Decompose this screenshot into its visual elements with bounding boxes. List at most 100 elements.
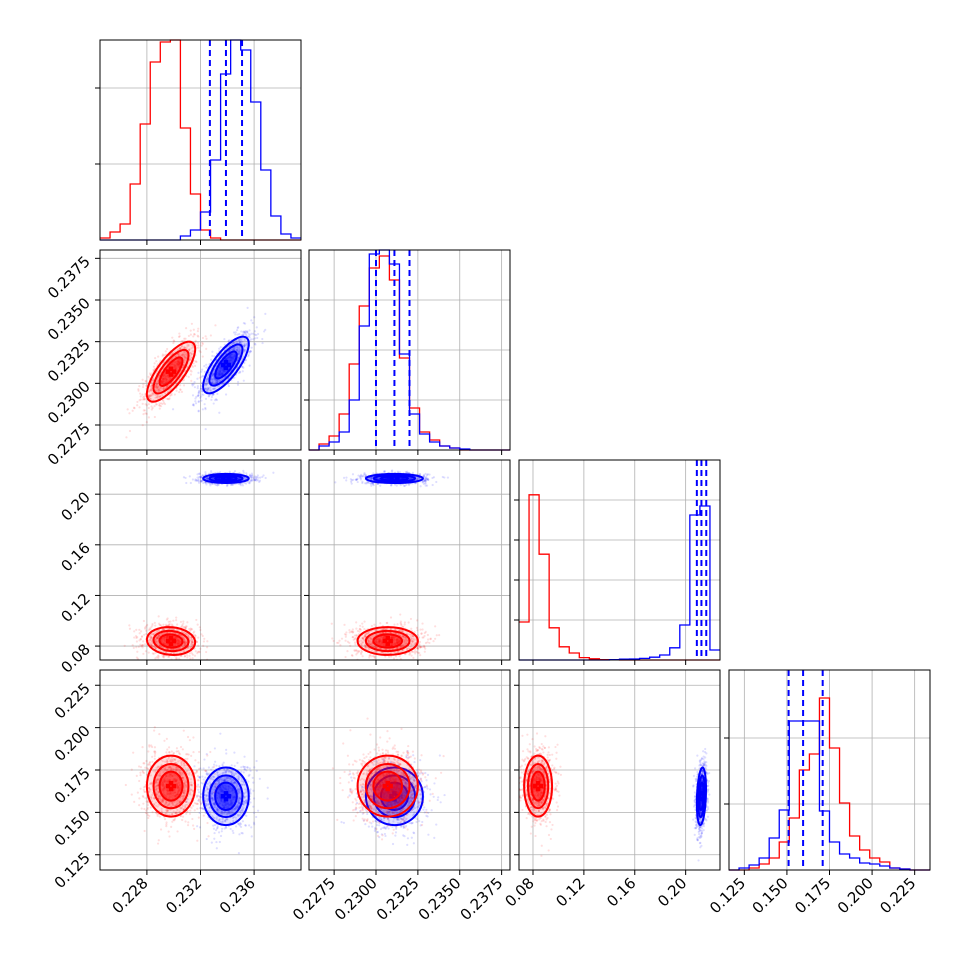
red-sample-point — [172, 651, 175, 655]
red-sample-point — [184, 641, 187, 644]
blue-sample-point — [245, 472, 248, 475]
blue-sample-point — [426, 478, 430, 481]
red-sample-point — [194, 339, 197, 342]
blue-sample-point — [238, 370, 242, 373]
blue-sample-point — [199, 476, 203, 479]
red-sample-point — [182, 637, 185, 640]
red-sample-point — [173, 667, 175, 669]
red-sample-point — [178, 633, 182, 636]
red-sample-point — [147, 416, 150, 419]
red-sample-point — [156, 637, 159, 640]
blue-sample-point — [239, 484, 243, 487]
red-sample-point — [191, 638, 194, 642]
blue-sample-point — [248, 364, 251, 367]
red-sample-point — [197, 636, 200, 639]
blue-sample-point — [261, 337, 264, 341]
blue-density-peak — [392, 479, 397, 484]
red-sample-point — [152, 645, 156, 648]
red-sample-point — [131, 409, 134, 412]
red-sample-point — [148, 641, 151, 644]
red-sample-point — [177, 657, 181, 660]
blue-sample-point — [211, 354, 214, 358]
red-sample-point — [141, 393, 144, 396]
blue-sample-point — [200, 393, 203, 396]
blue-sample-point — [200, 480, 203, 483]
blue-sample-point — [372, 484, 375, 487]
blue-sample-point — [204, 384, 207, 387]
red-sample-point — [152, 368, 155, 371]
blue-sample-point — [253, 316, 256, 319]
blue-sample-point — [236, 348, 239, 351]
blue-sample-point — [232, 341, 235, 344]
blue-sample-point — [239, 371, 242, 374]
blue-sample-point — [204, 387, 208, 390]
blue-sample-point — [390, 484, 393, 487]
blue-sample-point — [196, 473, 199, 476]
blue-sample-point — [370, 477, 373, 480]
red-sample-point — [185, 366, 189, 369]
red-sample-point — [201, 341, 204, 344]
red-sample-point — [157, 375, 160, 378]
red-sample-point — [410, 635, 413, 638]
blue-sample-point — [443, 476, 446, 479]
red-sample-point — [178, 347, 181, 350]
blue-sample-point — [211, 387, 215, 391]
blue-sample-point — [199, 475, 202, 479]
blue-sample-point — [191, 403, 195, 407]
blue-sample-point — [418, 473, 422, 476]
blue-sample-point — [236, 328, 239, 332]
blue-sample-point — [235, 348, 238, 351]
blue-density-peak — [395, 476, 400, 481]
red-sample-point — [154, 647, 157, 650]
blue-sample-point — [371, 483, 374, 486]
blue-sample-point — [230, 483, 234, 486]
red-sample-point — [133, 636, 136, 639]
blue-sample-point — [182, 476, 186, 479]
blue-sample-point — [225, 484, 229, 488]
blue-sample-point — [199, 480, 202, 483]
red-sample-point — [201, 355, 204, 358]
red-sample-point — [350, 654, 354, 657]
blue-sample-point — [206, 377, 209, 380]
red-sample-point — [205, 347, 208, 350]
blue-sample-point — [248, 336, 251, 339]
blue-sample-point — [247, 353, 250, 356]
red-sample-point — [418, 640, 422, 644]
blue-sample-point — [422, 473, 426, 476]
red-sample-point — [194, 341, 197, 344]
red-sample-point — [180, 340, 183, 343]
blue-sample-point — [196, 385, 199, 388]
red-sample-point — [145, 404, 149, 407]
red-sample-point — [386, 627, 389, 630]
red-sample-point — [169, 394, 172, 397]
red-sample-point — [344, 655, 347, 659]
red-sample-point — [168, 624, 171, 627]
blue-sample-point — [232, 331, 236, 334]
red-sample-point — [164, 631, 167, 635]
red-sample-point — [385, 662, 387, 664]
blue-sample-point — [206, 477, 209, 480]
red-sample-point — [150, 408, 153, 411]
red-sample-point — [148, 372, 152, 375]
red-sample-point — [189, 373, 193, 376]
blue-sample-point — [238, 348, 241, 351]
blue-sample-point — [238, 341, 241, 344]
red-sample-point — [154, 385, 157, 388]
red-sample-point — [156, 636, 159, 640]
red-sample-point — [167, 627, 170, 630]
red-sample-point — [131, 644, 134, 647]
blue-sample-point — [248, 351, 251, 354]
blue-sample-point — [233, 347, 236, 350]
red-sample-point — [167, 623, 170, 626]
blue-sample-point — [218, 379, 221, 382]
blue-sample-point — [194, 479, 197, 482]
red-sample-point — [185, 346, 188, 349]
blue-sample-point — [256, 336, 259, 340]
blue-sample-point — [422, 482, 426, 486]
blue-sample-point — [242, 379, 245, 382]
red-sample-point — [198, 651, 201, 654]
blue-sample-point — [201, 374, 204, 378]
red-sample-point — [190, 639, 193, 642]
red-sample-point — [183, 350, 186, 353]
red-sample-point — [139, 395, 142, 398]
